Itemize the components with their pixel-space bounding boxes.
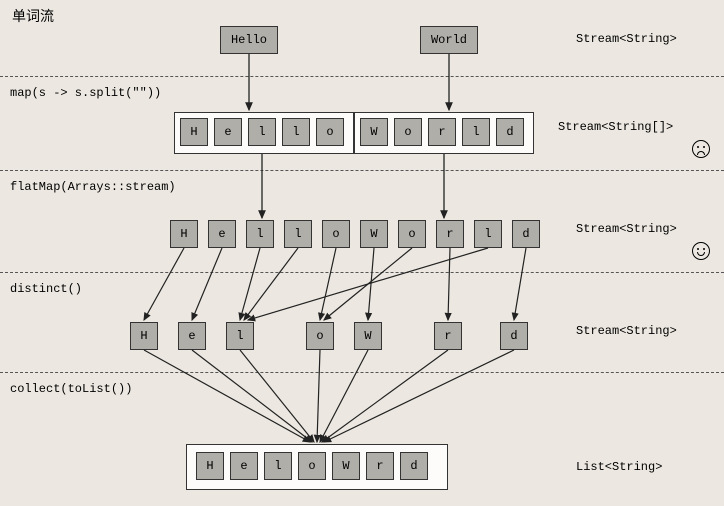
char-box: H bbox=[196, 452, 224, 480]
char-box: d bbox=[496, 118, 524, 146]
divider bbox=[0, 272, 724, 273]
char-box: r bbox=[366, 452, 394, 480]
char-box: l bbox=[462, 118, 490, 146]
char-box: o bbox=[306, 322, 334, 350]
type-label: Stream<String[]> bbox=[558, 120, 673, 134]
char-box: H bbox=[180, 118, 208, 146]
type-label: List<String> bbox=[576, 460, 662, 474]
type-label: Stream<String> bbox=[576, 222, 677, 236]
char-box: d bbox=[512, 220, 540, 248]
op-distinct-label: distinct() bbox=[10, 282, 82, 296]
char-box: W bbox=[360, 220, 388, 248]
char-box: l bbox=[284, 220, 312, 248]
char-box: r bbox=[436, 220, 464, 248]
char-box: W bbox=[332, 452, 360, 480]
type-label: Stream<String> bbox=[576, 32, 677, 46]
char-box: e bbox=[230, 452, 258, 480]
char-box: d bbox=[500, 322, 528, 350]
char-box: l bbox=[246, 220, 274, 248]
char-box: W bbox=[354, 322, 382, 350]
char-box: l bbox=[474, 220, 502, 248]
char-box: r bbox=[434, 322, 462, 350]
char-box: o bbox=[298, 452, 326, 480]
char-box: H bbox=[130, 322, 158, 350]
char-box: e bbox=[208, 220, 236, 248]
char-box: e bbox=[214, 118, 242, 146]
char-box: l bbox=[248, 118, 276, 146]
char-box: o bbox=[322, 220, 350, 248]
sad-face-icon bbox=[692, 140, 710, 158]
char-box: l bbox=[226, 322, 254, 350]
page-title: 单词流 bbox=[12, 6, 54, 26]
char-box: o bbox=[394, 118, 422, 146]
op-flatmap-label: flatMap(Arrays::stream) bbox=[10, 180, 176, 194]
op-collect-label: collect(toList()) bbox=[10, 382, 132, 396]
word-box: World bbox=[420, 26, 478, 54]
word-box: Hello bbox=[220, 26, 278, 54]
char-box: H bbox=[170, 220, 198, 248]
op-map-label: map(s -> s.split("")) bbox=[10, 86, 161, 100]
char-box: d bbox=[400, 452, 428, 480]
char-box: l bbox=[264, 452, 292, 480]
char-box: W bbox=[360, 118, 388, 146]
char-box: o bbox=[316, 118, 344, 146]
char-box: l bbox=[282, 118, 310, 146]
char-box: e bbox=[178, 322, 206, 350]
divider bbox=[0, 372, 724, 373]
happy-face-icon bbox=[692, 242, 710, 260]
char-box: r bbox=[428, 118, 456, 146]
divider bbox=[0, 170, 724, 171]
char-box: o bbox=[398, 220, 426, 248]
divider bbox=[0, 76, 724, 77]
type-label: Stream<String> bbox=[576, 324, 677, 338]
